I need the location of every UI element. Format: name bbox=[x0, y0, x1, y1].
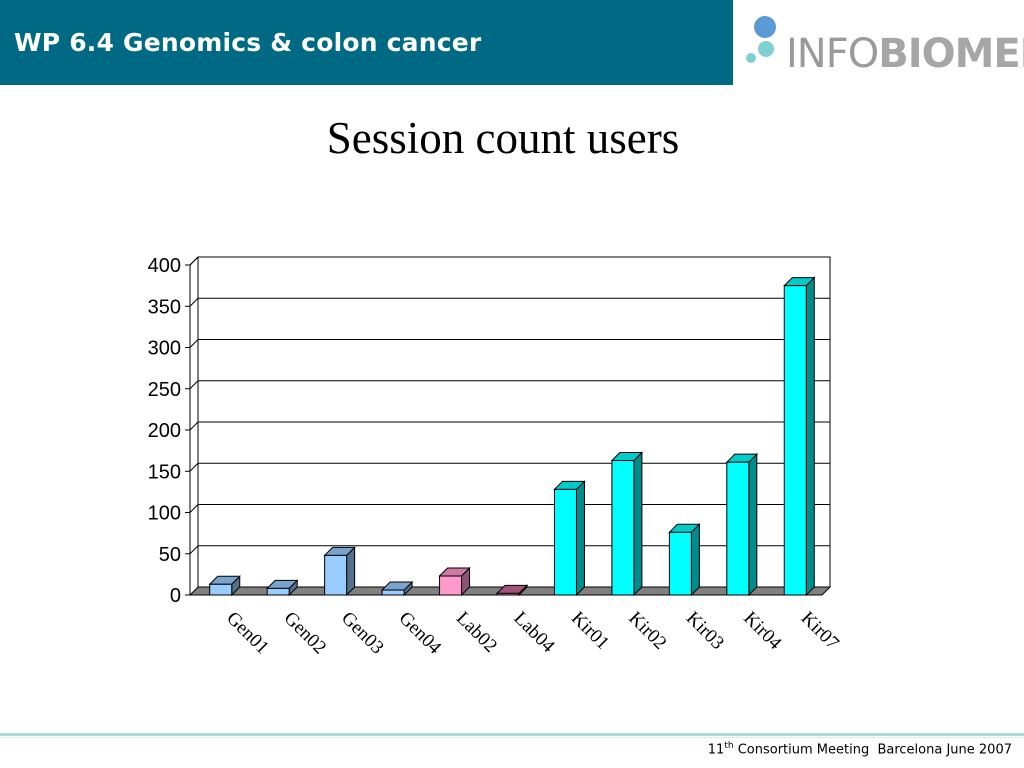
bar-chart: 0 50 100 150 200 250 300 350 400 Gen01 Gen02 Gen03 G… bbox=[148, 255, 843, 659]
bar-gen01 bbox=[209, 583, 233, 596]
bar-kir07 bbox=[783, 285, 807, 596]
y-tick-label: 0 bbox=[170, 585, 181, 607]
bar-kir03 bbox=[668, 531, 692, 596]
footer-ordinal: 11 bbox=[707, 742, 725, 758]
y-tick-label: 350 bbox=[148, 296, 181, 318]
header-bar: WP 6.4 Genomics & colon cancer bbox=[0, 0, 733, 85]
footer-location-date: Barcelona June 2007 bbox=[877, 742, 1012, 758]
footer-ordinal-suffix: th bbox=[724, 741, 734, 751]
logo-wordmark: INFOBIOMED bbox=[786, 32, 1024, 76]
chart-gridline-side bbox=[189, 545, 199, 555]
footer-divider-light bbox=[0, 737, 1024, 738]
x-tick-label: Gen01 bbox=[222, 608, 273, 659]
footer-event: Consortium Meeting bbox=[737, 742, 870, 758]
y-tick-label: 50 bbox=[159, 544, 181, 566]
logo-dot-small bbox=[746, 53, 756, 63]
x-tick-label: Lab04 bbox=[509, 608, 559, 658]
x-tick-label: Kir07 bbox=[797, 608, 843, 654]
logo-dot-large bbox=[754, 16, 776, 38]
bar-kir02 bbox=[611, 460, 635, 596]
footer-text: 11th Consortium Meeting Barcelona June 2… bbox=[708, 741, 1012, 757]
y-tick-label: 300 bbox=[148, 338, 181, 360]
y-tick-label: 200 bbox=[148, 420, 181, 442]
bar-side bbox=[748, 452, 758, 597]
x-tick-label: Gen02 bbox=[280, 608, 331, 659]
x-tick-label: Gen04 bbox=[395, 608, 446, 659]
logo-text-light: INFO bbox=[786, 31, 879, 77]
x-tick-label: Kir02 bbox=[624, 608, 670, 654]
chart-gridline-side bbox=[189, 504, 199, 513]
bar-lab02 bbox=[439, 575, 463, 596]
logo-text-bold: BIOMED bbox=[878, 31, 1024, 77]
bar-gen03 bbox=[324, 554, 348, 596]
bar-gen02 bbox=[266, 587, 290, 596]
chart-gridline-side bbox=[189, 380, 199, 390]
bar-side bbox=[633, 451, 643, 597]
bar-gen04 bbox=[381, 589, 405, 596]
bar-side bbox=[575, 480, 585, 597]
chart-gridline-side bbox=[189, 256, 199, 266]
x-tick-label: Kir03 bbox=[682, 608, 728, 654]
y-tick-label: 250 bbox=[148, 379, 181, 401]
chart-gridline-side bbox=[189, 462, 199, 472]
bar-side bbox=[805, 276, 815, 597]
y-tick-label: 400 bbox=[148, 255, 181, 277]
infobiomed-logo: INFOBIOMED bbox=[744, 14, 1024, 80]
y-tick-label: 100 bbox=[148, 503, 181, 525]
bar-side bbox=[690, 523, 700, 597]
header-title: WP 6.4 Genomics & colon cancer bbox=[14, 28, 482, 57]
chart-gridline-side bbox=[189, 421, 199, 431]
y-tick-label: 150 bbox=[148, 461, 181, 483]
chart-gridline-side bbox=[189, 297, 199, 307]
x-tick-label: Kir01 bbox=[567, 608, 613, 654]
slide-title: Session count users bbox=[326, 113, 680, 163]
bar-kir01 bbox=[553, 488, 577, 596]
x-tick-label: Gen03 bbox=[337, 608, 388, 659]
bar-lab04 bbox=[496, 592, 520, 596]
logo-dot-medium bbox=[758, 41, 774, 57]
x-tick-label: Kir04 bbox=[739, 608, 786, 655]
x-tick-label: Lab02 bbox=[452, 608, 501, 657]
chart-gridline-side bbox=[189, 339, 199, 348]
footer-divider bbox=[0, 733, 1024, 736]
bar-kir04 bbox=[726, 461, 750, 596]
